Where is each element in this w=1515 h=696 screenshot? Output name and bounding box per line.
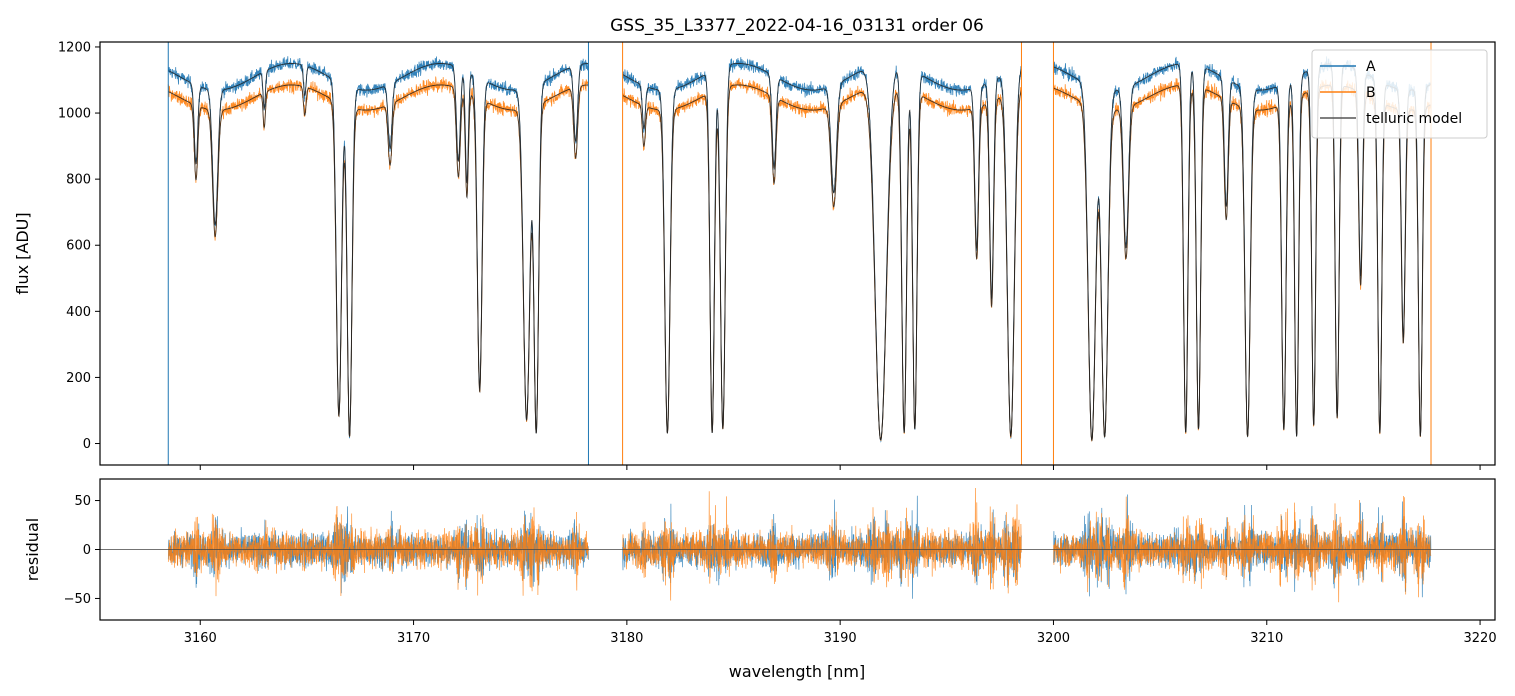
telluric-model-line	[168, 63, 589, 437]
legend: A B telluric model	[1311, 49, 1488, 139]
telluric-model-line	[622, 84, 1022, 441]
flux-y-tick-label: 1000	[58, 107, 91, 122]
flux-panel: 0 200 400 600 800 1000 1200 flux [ADU] A B tel…	[13, 40, 1496, 470]
residual-x-tick-label: 3200	[1037, 631, 1070, 646]
flux-y-axis-label: flux [ADU]	[13, 212, 32, 294]
legend-label-b: B	[1366, 85, 1376, 101]
flux-y-tick-label: 0	[83, 437, 91, 452]
telluric-model-line	[168, 84, 589, 437]
residual-b-line	[167, 505, 589, 597]
residual-y-tick-label: 50	[74, 494, 91, 509]
legend-label-a: A	[1366, 59, 1376, 75]
flux-y-tick-label: 200	[66, 371, 91, 386]
residual-data-layer	[100, 487, 1495, 603]
flux-y-tick-label: 400	[66, 305, 91, 320]
flux-y-tick-label: 1200	[58, 40, 91, 55]
residual-x-tick-label: 3190	[824, 631, 857, 646]
residual-x-tick-label: 3220	[1464, 631, 1497, 646]
residual-x-axis-label: wavelength [nm]	[729, 662, 866, 681]
flux-x-ticks	[199, 465, 1481, 470]
series-b-line	[622, 77, 1022, 441]
chart-title: GSS_35_L3377_2022-04-16_03131 order 06	[610, 16, 984, 36]
residual-y-axis-label: residual	[23, 518, 42, 581]
residual-x-tick-label: 3210	[1250, 631, 1283, 646]
flux-data-layer	[167, 42, 1432, 465]
residual-b-line	[622, 487, 1022, 601]
residual-y-tick-label: 0	[83, 543, 91, 558]
residual-panel: −50 0 50 3160 3170 3180 3190 3200 3210 3220 resi…	[23, 478, 1497, 681]
residual-y-ticks: −50 0 50	[64, 494, 100, 607]
flux-y-ticks: 0 200 400 600 800 1000 1200	[58, 40, 100, 452]
residual-frame	[99, 478, 1496, 621]
flux-frame	[99, 41, 1496, 466]
telluric-model-line	[622, 63, 1022, 441]
flux-y-tick-label: 600	[66, 239, 91, 254]
residual-x-tick-label: 3160	[184, 631, 217, 646]
flux-y-tick-label: 800	[66, 173, 91, 188]
residual-y-tick-label: −50	[64, 592, 91, 607]
residual-b-line	[1053, 495, 1432, 603]
residual-x-ticks: 3160 3170 3180 3190 3200 3210 3220	[184, 620, 1497, 646]
legend-label-telluric: telluric model	[1366, 111, 1462, 127]
legend-box	[1311, 49, 1488, 139]
residual-x-tick-label: 3170	[397, 631, 430, 646]
series-a-line	[622, 57, 1022, 443]
residual-x-tick-label: 3180	[610, 631, 643, 646]
